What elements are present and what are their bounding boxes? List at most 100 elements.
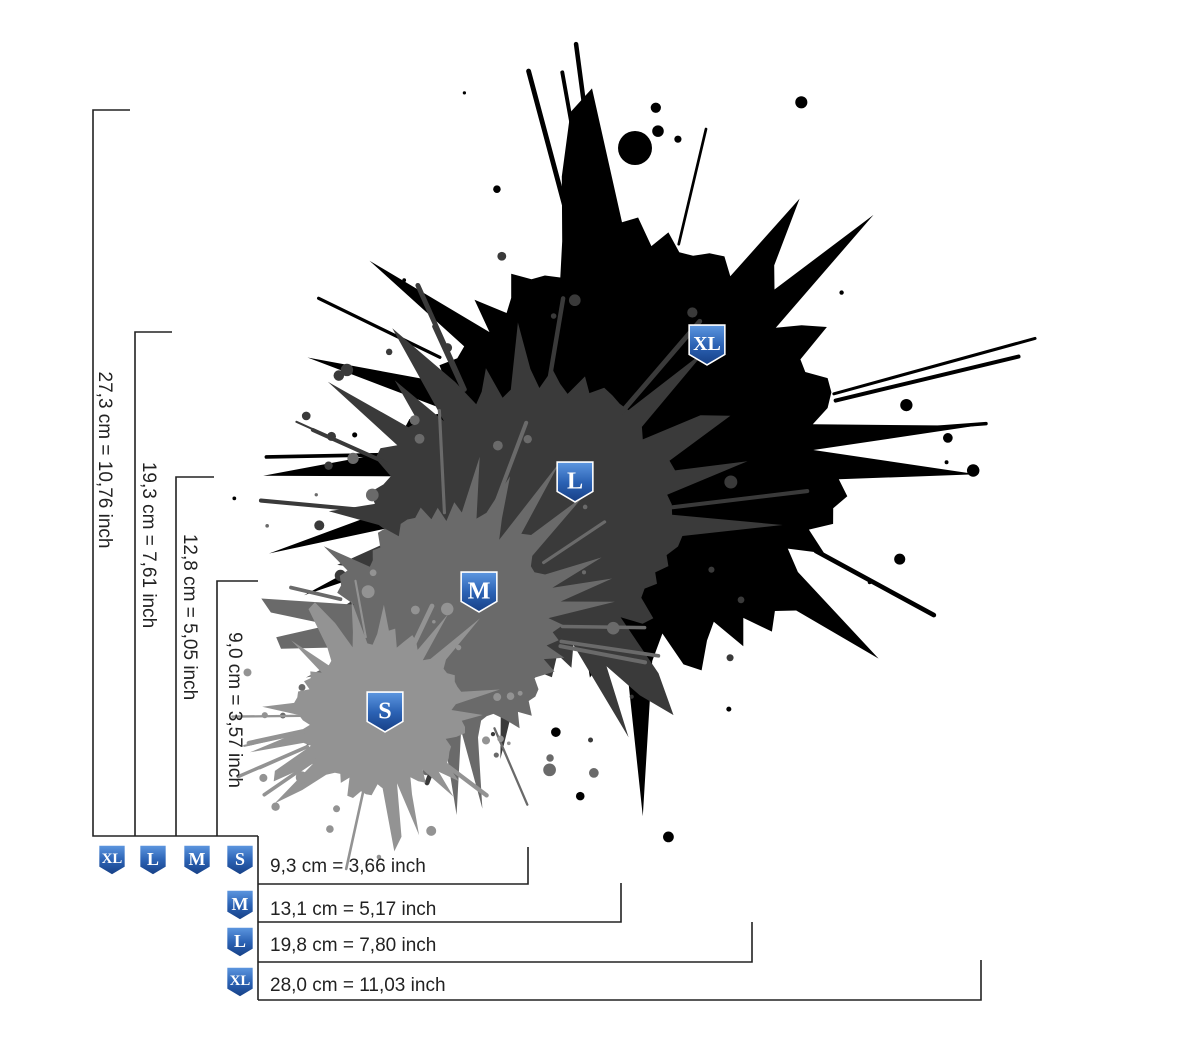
droplet [352,432,358,438]
droplet [243,668,252,677]
droplet [232,496,237,501]
streak [839,421,988,437]
droplet [497,735,504,743]
droplet [900,398,913,412]
badge-shield [226,889,254,921]
streak [487,420,529,522]
height-m: 12,8 cm = 5,05 inch [179,534,200,700]
streak [344,791,365,871]
badge-label: S [378,697,391,724]
droplet [295,771,308,784]
size-badge: M [460,571,498,613]
size-badge: M [183,844,211,876]
droplet [575,791,585,801]
droplet [497,251,507,261]
droplet [493,185,501,193]
height-xl: 27,3 cm = 10,76 inch [94,372,115,549]
streak [833,354,1021,403]
badge-shield [366,691,404,733]
size-badge: L [226,926,254,958]
streak [573,41,605,243]
droplet [894,553,906,565]
droplet [581,570,587,575]
bracket-l [134,331,172,836]
droplet [414,433,425,444]
droplet [568,294,581,307]
droplet [966,464,980,477]
droplet [426,825,437,836]
badge-shield [460,571,498,613]
badge-label: S [235,849,245,869]
badge-label: XL [693,333,721,355]
droplet [629,694,634,699]
streak [258,745,309,770]
droplet [493,693,502,701]
droplet [551,727,561,737]
size-badge: XL [226,966,254,998]
droplet [481,736,491,745]
droplet [462,91,467,95]
droplet [314,493,318,497]
streak [441,760,489,798]
droplet [942,433,953,443]
streak [262,758,317,797]
streak [437,409,447,515]
droplet [347,452,359,465]
droplet [298,684,306,691]
droplet [546,754,554,762]
streak [295,420,391,465]
height-labels: 27,3 cm = 10,76 inch 19,3 cm = 7,61 inch… [94,372,245,788]
height-brackets [92,109,258,837]
droplet [492,440,503,451]
badge-label: L [147,849,159,869]
size-badge: L [556,461,594,503]
bracket-xl [258,960,982,1001]
droplet [340,363,354,377]
droplet [301,411,311,421]
droplet [726,706,732,712]
droplet [618,131,652,165]
droplet [650,102,661,113]
splat [261,456,615,815]
droplet [365,488,379,502]
bracket-s [216,580,258,836]
size-badge: XL [688,324,726,366]
droplet [271,802,280,811]
droplet [545,765,556,775]
droplet [795,96,808,109]
droplet [385,348,393,356]
streak [542,520,607,565]
droplet [687,307,698,318]
droplet [376,854,382,860]
droplet [588,737,594,743]
droplet [441,602,454,616]
droplet [737,596,745,604]
badge-shield [688,324,726,366]
droplet [839,290,844,295]
height-s: 9,0 cm = 3,57 inch [224,632,245,788]
droplet [517,690,523,696]
droplet [582,504,588,510]
droplet [402,278,407,283]
badge-label: XL [230,973,251,989]
droplet [724,475,738,489]
width-labels: 9,3 cm = 3,66 inch 13,1 cm = 5,17 inch 1… [270,856,446,996]
droplet [410,605,420,615]
bracket-l [258,922,753,963]
badge-label: XL [102,851,123,867]
streak [354,579,367,639]
badge-shield [98,844,126,876]
streak [670,489,810,510]
droplet [944,460,949,465]
badge-label: L [567,467,583,494]
bracket-m [175,476,214,836]
badge-label: L [234,931,246,951]
size-badge: M [226,889,254,921]
streak [289,585,343,602]
badge-shield [226,926,254,958]
droplet [361,585,375,599]
streak [316,296,442,359]
streak [560,70,595,244]
badge-shield [139,844,167,876]
